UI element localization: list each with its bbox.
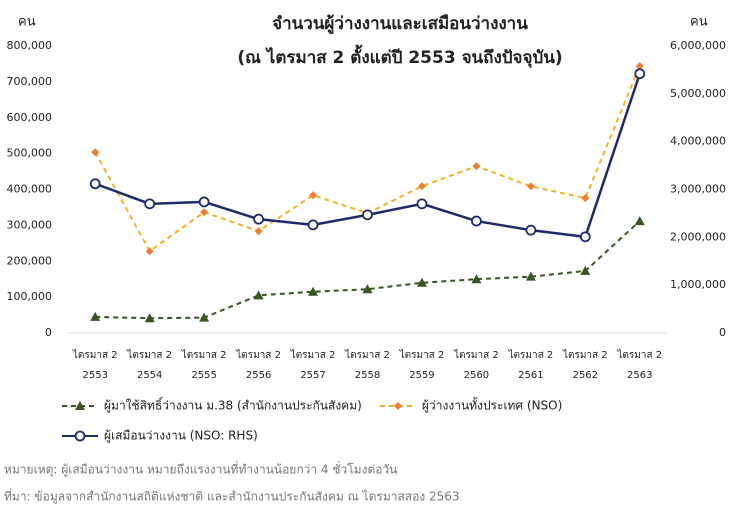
series-line [95,220,641,320]
point [471,274,482,284]
x-tick-label: 2557 [300,370,325,381]
point [309,191,318,200]
x-tick-label: ไตรมาส 2 [344,349,390,361]
x-tick-label: 2563 [627,370,652,381]
point [634,68,646,80]
y-axis-title: คน [18,15,36,30]
chart-subtitle: (ณ ไตรมาส 2 ตั้งแต่ปี 2553 จนถึงปัจจุบัน… [237,44,562,68]
point [199,312,210,322]
y-tick-label: 0 [45,326,52,339]
y2-tick-label: 6,000,000 [670,39,726,52]
point [91,148,100,157]
x-tick-label: 2556 [246,370,271,381]
x-tick-label: ไตรมาส 2 [72,349,118,361]
point [145,247,154,256]
point [526,182,535,191]
y2-tick-label: 5,000,000 [670,87,726,100]
legend-label: ผู้ว่างงานทั้งประเทศ (NSO) [422,397,562,414]
point [144,198,156,210]
y-tick-label: 400,000 [7,183,53,196]
y-tick-label: 600,000 [7,111,53,124]
legend-label: ผู้เสมือนว่างงาน (NSO: RHS) [104,429,258,444]
y-tick-label: 300,000 [7,218,53,231]
x-tick-label: ไตรมาส 2 [453,349,499,361]
x-tick-label: 2559 [409,370,434,381]
x-tick-label: 2555 [191,370,216,381]
y-tick-label: 500,000 [7,147,53,160]
point [581,194,590,203]
point [471,215,482,227]
point [144,313,155,323]
point [525,271,536,281]
y2-axis-title: คน [690,15,708,30]
x-tick-label: 2562 [573,370,598,381]
point [308,286,319,296]
x-tick-label: ไตรมาส 2 [181,349,227,361]
y2-tick-label: 2,000,000 [670,230,726,243]
x-tick-label: 2558 [355,370,380,381]
point [416,277,427,287]
chart-title: จำนวนผู้ว่างงานและเสมือนว่างงาน [272,13,528,35]
point [394,402,402,410]
note: หมายเหตุ: ผู้เสมือนว่างงาน หมายถึงแรงงาน… [4,461,397,478]
point [253,213,264,225]
x-tick-label: ไตรมาส 2 [562,349,608,361]
point [417,182,426,191]
point [416,198,428,210]
x-tick-label: ไตรมาส 2 [235,349,281,361]
x-tick-label: ไตรมาส 2 [126,349,172,361]
y2-tick-label: 1,000,000 [670,278,726,291]
point [635,62,644,71]
y-tick-label: 100,000 [7,290,53,303]
point [89,178,101,190]
y-tick-label: 200,000 [7,254,53,267]
series-line [94,65,641,253]
point [580,265,591,275]
x-tick-label: ไตรมาส 2 [616,349,662,361]
x-tick-label: ไตรมาส 2 [507,349,553,361]
point [74,430,86,442]
x-tick-label: ไตรมาส 2 [399,349,445,361]
point [307,219,319,231]
x-tick-label: 2554 [137,370,162,381]
y2-tick-label: 0 [719,326,726,339]
point [472,162,481,171]
x-tick-label: 2553 [83,370,108,381]
legend-label: ผู้มาใช้สิทธิ์ว่างงาน ม.38 (สำนักงานประก… [104,397,362,414]
point [362,284,373,294]
point [634,216,645,226]
x-tick-label: ไตรมาส 2 [290,349,336,361]
x-tick-label: 2561 [518,370,543,381]
y-tick-label: 700,000 [7,75,53,88]
point [525,224,537,236]
point [579,231,591,243]
x-tick-label: 2560 [464,370,489,381]
point [75,401,85,410]
point [253,290,264,300]
note: ที่มา: ข้อมูลจากสำนักงานสถิติแห่งชาติ แล… [4,488,460,505]
y-tick-label: 800,000 [7,39,53,52]
point [90,311,101,321]
point [198,196,210,208]
point [200,208,209,217]
point [362,209,373,221]
y2-tick-label: 4,000,000 [670,135,726,148]
point [254,227,263,236]
y2-tick-label: 3,000,000 [670,183,726,196]
